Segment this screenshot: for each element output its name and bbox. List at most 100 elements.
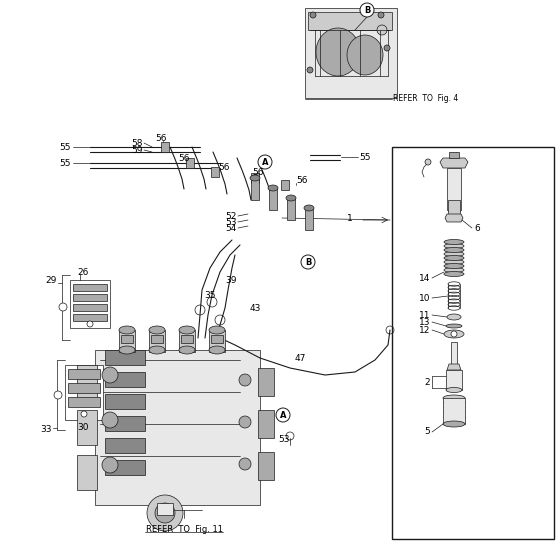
Circle shape — [451, 331, 457, 337]
Bar — [443, 398, 465, 424]
Ellipse shape — [347, 35, 383, 75]
Text: 55: 55 — [359, 152, 371, 161]
Ellipse shape — [209, 326, 225, 334]
Circle shape — [102, 457, 118, 473]
Text: 59: 59 — [132, 146, 143, 155]
Bar — [105, 460, 145, 475]
Text: REFER  TO  Fig. 11: REFER TO Fig. 11 — [146, 525, 222, 534]
Bar — [449, 152, 459, 158]
Bar — [211, 167, 219, 177]
Ellipse shape — [209, 346, 225, 354]
Bar — [149, 330, 165, 352]
Text: 56: 56 — [296, 175, 307, 184]
Bar — [105, 416, 145, 431]
Bar — [161, 142, 169, 152]
Bar — [258, 452, 274, 480]
Ellipse shape — [444, 251, 464, 256]
Bar — [211, 335, 223, 343]
Bar — [70, 280, 110, 328]
Bar — [157, 503, 173, 515]
Circle shape — [155, 503, 175, 523]
Circle shape — [377, 25, 387, 35]
Bar — [121, 335, 133, 343]
Bar — [305, 208, 313, 230]
Ellipse shape — [286, 195, 296, 201]
Bar — [73, 284, 107, 291]
Text: 14: 14 — [419, 273, 430, 282]
Circle shape — [81, 411, 87, 417]
Text: 56: 56 — [178, 153, 189, 162]
Ellipse shape — [119, 326, 135, 334]
Ellipse shape — [444, 259, 464, 264]
Ellipse shape — [446, 324, 462, 328]
Ellipse shape — [119, 346, 135, 354]
Bar — [181, 335, 193, 343]
Ellipse shape — [443, 395, 465, 401]
Bar — [105, 394, 145, 409]
Circle shape — [276, 408, 290, 422]
Text: 6: 6 — [474, 223, 480, 232]
Text: 5: 5 — [424, 427, 430, 436]
Circle shape — [87, 321, 93, 327]
Bar — [77, 455, 97, 490]
Bar — [186, 158, 194, 168]
Ellipse shape — [179, 346, 195, 354]
Text: 56: 56 — [155, 133, 166, 142]
Circle shape — [310, 12, 316, 18]
Text: 43: 43 — [250, 304, 262, 312]
Circle shape — [258, 155, 272, 169]
Text: 2: 2 — [424, 377, 430, 386]
Text: 56: 56 — [252, 167, 264, 176]
Ellipse shape — [316, 28, 360, 76]
Text: A: A — [262, 157, 268, 166]
Ellipse shape — [444, 330, 464, 338]
Bar — [68, 383, 100, 393]
Bar — [251, 178, 259, 200]
Text: 35: 35 — [204, 291, 216, 300]
Ellipse shape — [444, 240, 464, 245]
Ellipse shape — [446, 388, 462, 393]
Bar — [77, 365, 97, 400]
Text: 53: 53 — [226, 217, 237, 226]
Text: B: B — [305, 258, 311, 267]
Circle shape — [239, 458, 251, 470]
Ellipse shape — [443, 421, 465, 427]
Ellipse shape — [304, 205, 314, 211]
Text: 13: 13 — [418, 318, 430, 326]
Bar — [281, 180, 289, 190]
Text: A: A — [280, 410, 286, 419]
Circle shape — [239, 416, 251, 428]
Text: 55: 55 — [59, 142, 71, 152]
Ellipse shape — [149, 326, 165, 334]
Circle shape — [102, 412, 118, 428]
Ellipse shape — [149, 346, 165, 354]
Text: 26: 26 — [77, 268, 88, 277]
Bar — [451, 342, 457, 364]
Text: 56: 56 — [218, 162, 230, 171]
Text: REFER  TO  Fig. 4: REFER TO Fig. 4 — [393, 94, 458, 102]
Bar — [119, 330, 135, 352]
Bar — [151, 335, 163, 343]
Bar — [448, 200, 460, 214]
Bar — [77, 410, 97, 445]
Text: 39: 39 — [225, 276, 236, 284]
Bar — [392, 147, 554, 539]
Circle shape — [239, 374, 251, 386]
Text: 29: 29 — [45, 276, 57, 284]
Bar — [68, 397, 100, 407]
Text: 30: 30 — [77, 423, 88, 432]
Ellipse shape — [447, 314, 461, 320]
Bar — [95, 350, 260, 505]
Text: 33: 33 — [40, 426, 52, 435]
Bar — [251, 173, 259, 183]
Text: 47: 47 — [295, 353, 306, 362]
Ellipse shape — [179, 326, 195, 334]
Bar — [73, 304, 107, 311]
Circle shape — [102, 367, 118, 383]
Ellipse shape — [444, 255, 464, 260]
Text: 10: 10 — [418, 293, 430, 302]
Bar — [446, 370, 462, 390]
Ellipse shape — [250, 175, 260, 181]
Bar — [73, 314, 107, 321]
Ellipse shape — [444, 268, 464, 273]
